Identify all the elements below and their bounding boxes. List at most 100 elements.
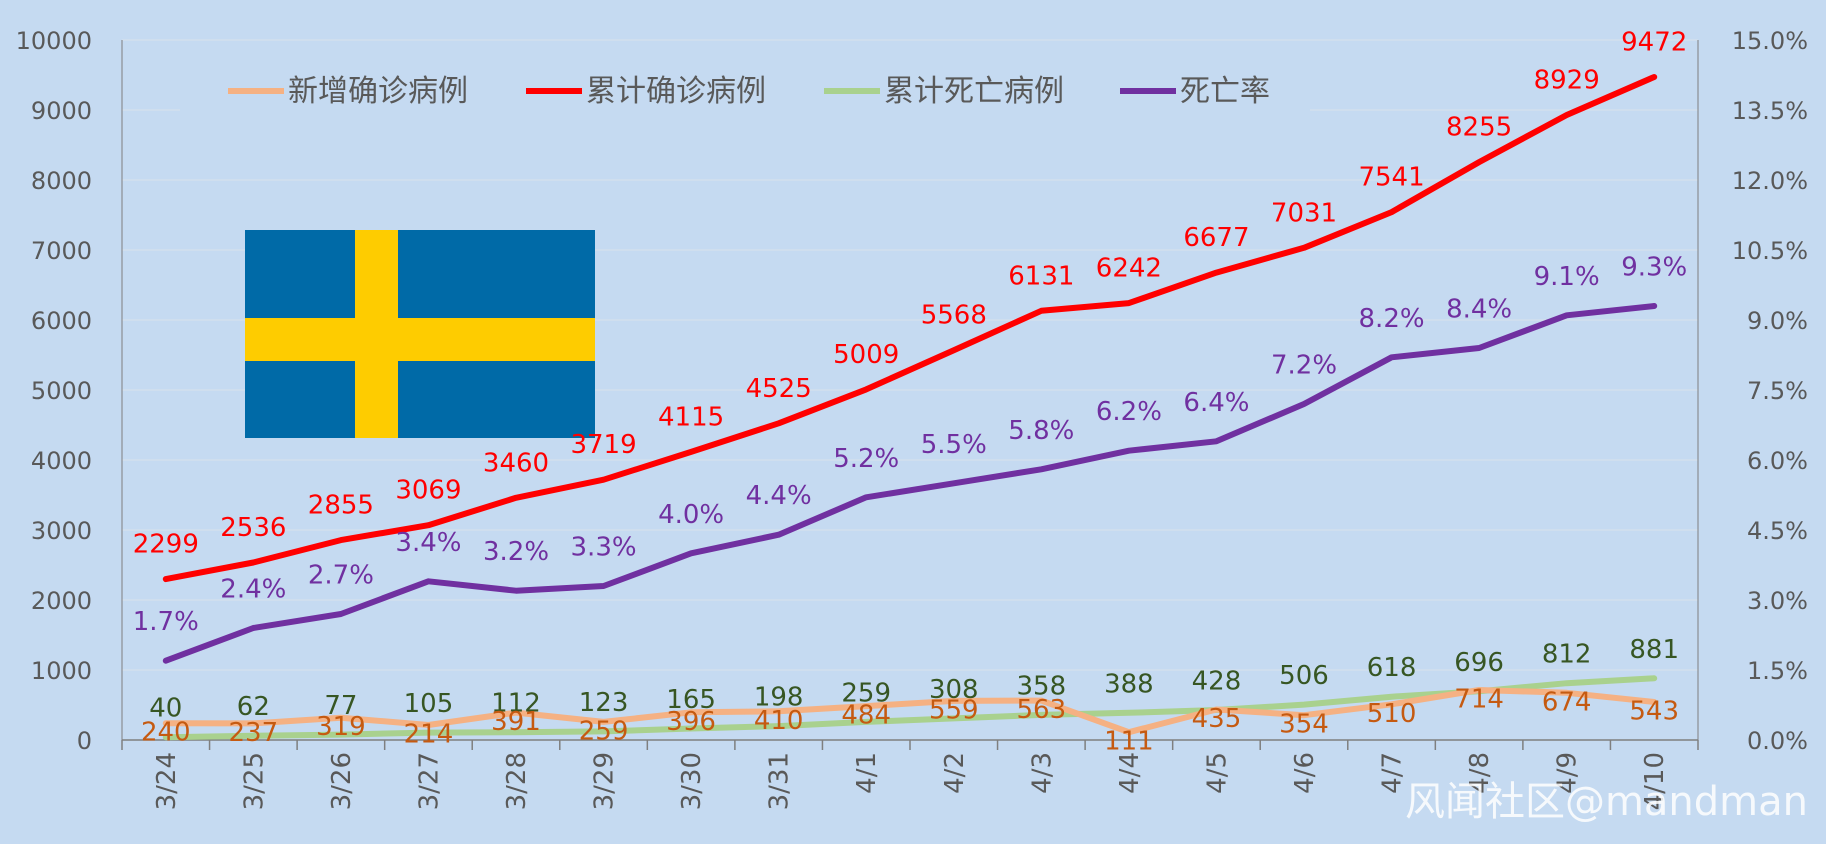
right-axis-tick-label: 6.0% bbox=[1747, 447, 1808, 475]
data-label-rate: 4.0% bbox=[658, 500, 724, 530]
x-axis-tick-label: 4/7 bbox=[1378, 752, 1408, 794]
flag-cross-horizontal bbox=[245, 318, 595, 361]
data-label-cases: 3460 bbox=[483, 448, 549, 478]
left-axis-tick-label: 1000 bbox=[31, 657, 92, 685]
right-axis-tick-label: 0.0% bbox=[1747, 727, 1808, 755]
data-label-deaths: 198 bbox=[754, 683, 804, 713]
left-axis-tick-label: 10000 bbox=[16, 27, 92, 55]
data-label-cases: 3069 bbox=[395, 476, 461, 506]
data-label-new: 396 bbox=[666, 707, 716, 737]
data-label-cases: 5568 bbox=[921, 301, 987, 331]
data-label-rate: 5.8% bbox=[1008, 416, 1074, 446]
data-label-rate: 5.5% bbox=[921, 430, 987, 460]
data-label-new: 237 bbox=[229, 718, 279, 748]
x-axis-ticks: 3/24 3/25 3/26 3/27 3/28 3/29 3/30 3/31 4/1 4/2 4/… bbox=[121, 740, 1699, 810]
legend-item-cases: 累计确诊病例 bbox=[526, 74, 766, 109]
series-line-new bbox=[162, 687, 1658, 736]
legend-item-deaths: 累计死亡病例 bbox=[824, 74, 1064, 109]
data-label-cases: 9472 bbox=[1621, 27, 1687, 57]
data-label-new: 563 bbox=[1017, 695, 1067, 725]
data-label-deaths: 388 bbox=[1104, 669, 1154, 699]
data-label-deaths: 618 bbox=[1367, 653, 1417, 683]
watermark-text: 风闻社区@mandman bbox=[1405, 779, 1808, 825]
x-axis-tick-label: 3/31 bbox=[765, 752, 795, 810]
series-line-rate bbox=[162, 303, 1658, 664]
data-label-cases: 6242 bbox=[1096, 254, 1162, 284]
left-axis-tick-label: 9000 bbox=[31, 97, 92, 125]
data-label-cases: 7541 bbox=[1358, 163, 1424, 193]
data-label-new: 714 bbox=[1454, 685, 1504, 715]
x-axis-tick-label: 3/30 bbox=[677, 752, 707, 810]
left-axis-tick-label: 0 bbox=[77, 727, 92, 755]
sweden-flag-icon bbox=[245, 230, 595, 438]
data-labels: 40 62 77 105 112 123 165 198 259 308 358 388 428 506 6… bbox=[133, 27, 1688, 756]
data-label-new: 543 bbox=[1629, 696, 1679, 726]
x-axis-tick-label: 3/24 bbox=[152, 752, 182, 810]
data-label-cases: 3719 bbox=[570, 430, 636, 460]
data-label-new: 559 bbox=[929, 695, 979, 725]
left-axis-tick-label: 4000 bbox=[31, 447, 92, 475]
data-label-deaths: 259 bbox=[841, 678, 891, 708]
right-axis-tick-label: 9.0% bbox=[1747, 307, 1808, 335]
data-label-rate: 8.2% bbox=[1359, 304, 1425, 334]
data-label-rate: 5.2% bbox=[833, 444, 899, 474]
x-axis-tick-label: 4/2 bbox=[940, 752, 970, 794]
legend-label-deaths: 累计死亡病例 bbox=[884, 74, 1064, 109]
series-line-cases bbox=[162, 74, 1658, 583]
data-label-cases: 2299 bbox=[133, 530, 199, 560]
right-axis-tick-label: 12.0% bbox=[1732, 167, 1808, 195]
data-label-cases: 8255 bbox=[1446, 113, 1512, 143]
data-label-new: 259 bbox=[579, 716, 629, 746]
data-label-rate: 1.7% bbox=[133, 607, 199, 637]
data-label-deaths: 112 bbox=[491, 689, 541, 719]
data-label-cases: 5009 bbox=[833, 340, 899, 370]
data-label-deaths: 428 bbox=[1192, 667, 1242, 697]
data-label-cases: 6131 bbox=[1008, 261, 1074, 291]
data-label-new: 410 bbox=[754, 706, 804, 736]
data-label-deaths: 506 bbox=[1279, 661, 1329, 691]
data-label-rate: 9.1% bbox=[1534, 262, 1600, 292]
data-label-cases: 6677 bbox=[1183, 223, 1249, 253]
data-label-cases: 2536 bbox=[220, 513, 286, 543]
data-label-new: 510 bbox=[1367, 699, 1417, 729]
data-label-new: 484 bbox=[841, 701, 891, 731]
x-axis-tick-label: 4/6 bbox=[1290, 752, 1320, 794]
x-axis-tick-label: 4/8 bbox=[1465, 752, 1495, 794]
data-label-cases: 7031 bbox=[1271, 198, 1337, 228]
data-label-rate: 6.2% bbox=[1096, 397, 1162, 427]
left-axis-tick-label: 2000 bbox=[31, 587, 92, 615]
data-label-new: 435 bbox=[1192, 704, 1242, 734]
series-lines bbox=[162, 74, 1658, 741]
data-label-new: 354 bbox=[1279, 710, 1329, 740]
right-axis-tick-label: 15.0% bbox=[1732, 27, 1808, 55]
series-line-deaths bbox=[162, 675, 1658, 741]
x-axis-tick-label: 3/26 bbox=[327, 752, 357, 810]
data-label-cases: 4525 bbox=[746, 374, 812, 404]
data-label-deaths: 123 bbox=[579, 688, 629, 718]
data-label-deaths: 881 bbox=[1629, 635, 1679, 665]
right-axis-tick-label: 13.5% bbox=[1732, 97, 1808, 125]
right-axis-tick-label: 7.5% bbox=[1747, 377, 1808, 405]
legend-item-rate: 死亡率 bbox=[1120, 74, 1270, 109]
right-axis-tick-label: 3.0% bbox=[1747, 587, 1808, 615]
data-label-deaths: 105 bbox=[404, 689, 454, 719]
data-label-rate: 8.4% bbox=[1446, 295, 1512, 325]
x-axis-tick-label: 4/1 bbox=[852, 752, 882, 794]
right-axis-ticks: 0.0% 1.5% 3.0% 4.5% 6.0% 7.5% 9.0% 10.5% 12.0% 13… bbox=[1732, 27, 1808, 755]
left-axis-tick-label: 5000 bbox=[31, 377, 92, 405]
x-axis-tick-label: 4/4 bbox=[1115, 752, 1145, 794]
data-label-new: 674 bbox=[1542, 687, 1592, 717]
x-axis-tick-label: 4/10 bbox=[1640, 752, 1670, 810]
data-label-cases: 4115 bbox=[658, 402, 724, 432]
data-label-rate: 3.3% bbox=[571, 533, 637, 563]
data-label-deaths: 308 bbox=[929, 675, 979, 705]
x-axis-tick-label: 4/5 bbox=[1202, 752, 1232, 794]
data-label-new: 240 bbox=[141, 718, 191, 748]
data-label-rate: 2.4% bbox=[220, 575, 286, 605]
data-label-new: 391 bbox=[491, 707, 541, 737]
data-label-rate: 3.2% bbox=[483, 537, 549, 567]
left-axis-tick-label: 7000 bbox=[31, 237, 92, 265]
data-label-deaths: 696 bbox=[1454, 648, 1504, 678]
legend-item-new: 新增确诊病例 bbox=[228, 74, 468, 109]
